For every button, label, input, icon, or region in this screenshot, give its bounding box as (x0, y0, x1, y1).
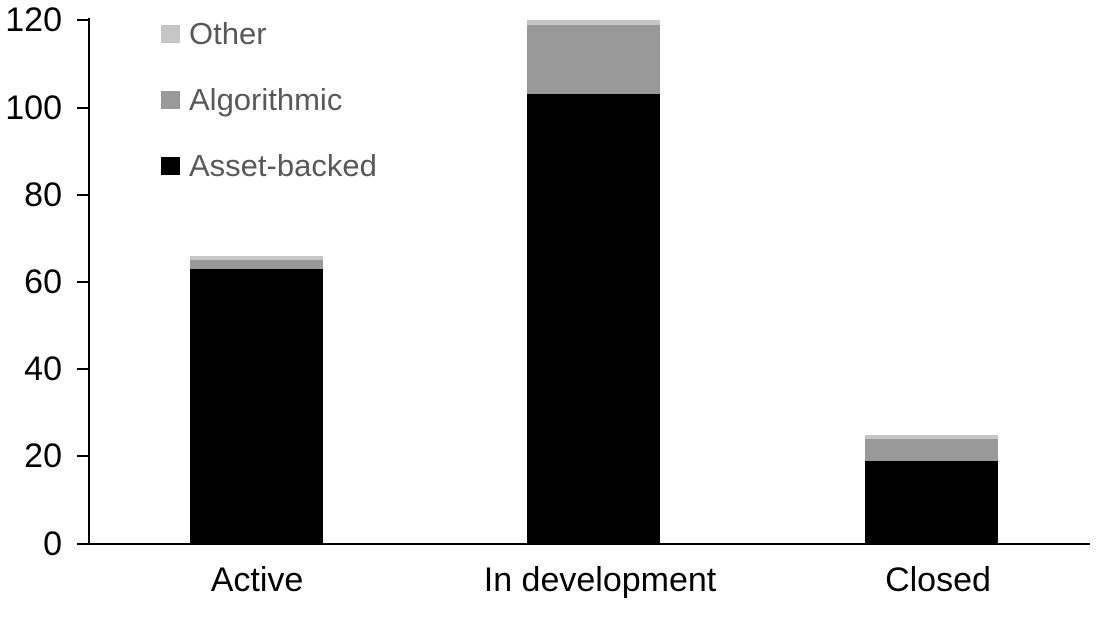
y-tick-mark-80 (77, 193, 89, 196)
category-label-in-development: In development (483, 561, 717, 599)
bar-segment-algorithmic-in-development (527, 24, 660, 95)
category-label-active: Active (210, 561, 304, 599)
y-tick-label-120: 120 (5, 1, 62, 40)
y-axis-line (88, 18, 90, 545)
y-tick-mark-100 (77, 106, 89, 109)
y-tick-label-20: 20 (24, 437, 62, 476)
bar-segment-other-closed (865, 434, 998, 439)
legend-label-other: Other (189, 16, 267, 51)
x-axis-line (88, 543, 1090, 545)
y-tick-mark-0 (77, 542, 89, 545)
y-tick-label-40: 40 (24, 350, 62, 389)
y-tick-mark-120 (77, 19, 89, 22)
legend-label-algorithmic: Algorithmic (189, 82, 343, 117)
chart-legend: Other Algorithmic Asset-backed (161, 15, 377, 184)
y-tick-label-60: 60 (24, 262, 62, 301)
bar-segment-other-in-development (527, 20, 660, 25)
y-tick-label-100: 100 (5, 88, 62, 127)
bar-segment-algorithmic-active (190, 260, 323, 269)
bar-segment-algorithmic-closed (865, 438, 998, 461)
y-tick-mark-40 (77, 368, 89, 371)
category-label-closed: Closed (885, 561, 991, 599)
y-tick-mark-60 (77, 280, 89, 283)
legend-item-other: Other (161, 15, 377, 52)
y-tick-mark-20 (77, 455, 89, 458)
y-tick-label-0: 0 (43, 524, 62, 563)
legend-swatch-algorithmic (161, 90, 180, 109)
bar-segment-asset-backed-active (190, 268, 323, 544)
y-tick-label-80: 80 (24, 175, 62, 214)
bar-segment-other-active (190, 255, 323, 261)
legend-label-asset-backed: Asset-backed (189, 148, 377, 183)
legend-item-algorithmic: Algorithmic (161, 81, 377, 118)
bar-segment-asset-backed-in-development (527, 94, 660, 544)
legend-swatch-asset-backed (161, 156, 180, 175)
bar-segment-asset-backed-closed (865, 460, 998, 544)
legend-swatch-other (161, 24, 180, 43)
legend-item-asset-backed: Asset-backed (161, 147, 377, 184)
